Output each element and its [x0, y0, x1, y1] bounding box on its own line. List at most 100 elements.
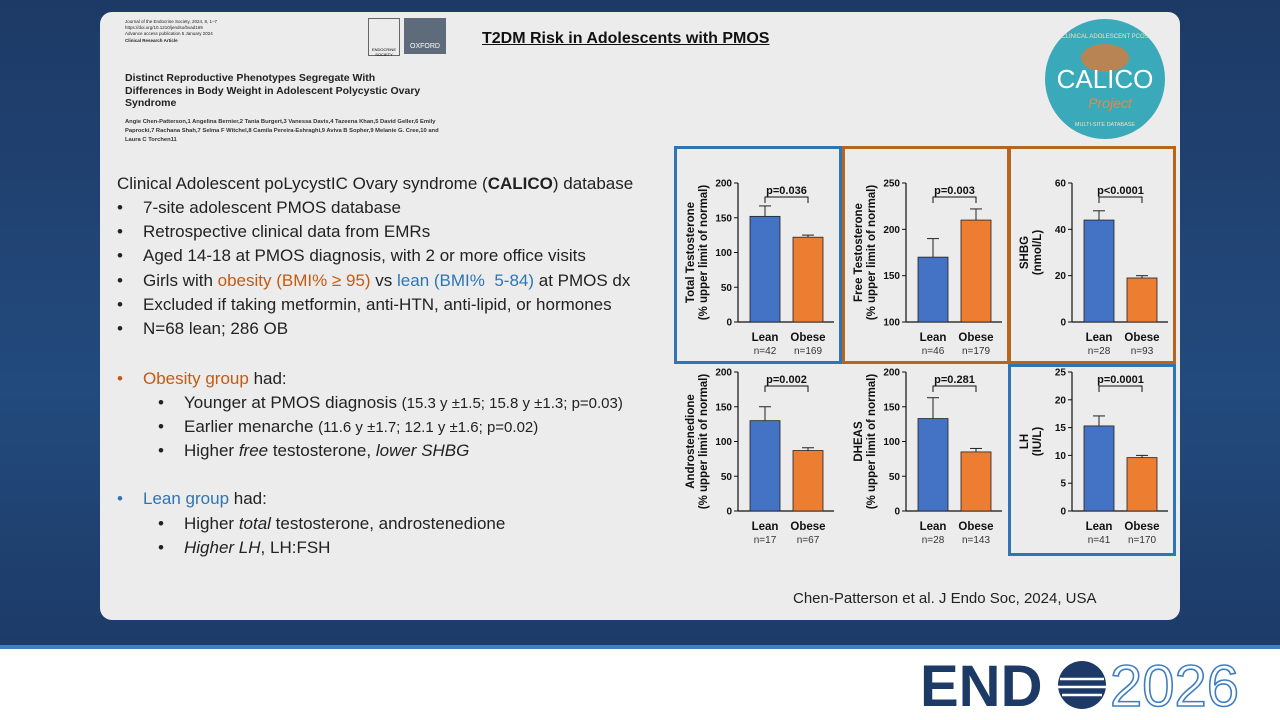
- article-type: Clinical Research Article: [125, 38, 178, 43]
- y-axis-label: (nmol/L): [1032, 230, 1044, 276]
- text: had:: [248, 369, 287, 388]
- text: Clinical Adolescent poLycystIC Ovary syn…: [117, 174, 488, 193]
- y-tick-label: 150: [883, 271, 900, 282]
- publisher-logo: OXFORD: [404, 18, 446, 54]
- chart-frame: [1008, 364, 1176, 556]
- x-tick-label: Lean: [752, 332, 779, 344]
- sub-bullet: Earlier menarche (11.6 y ±1.7; 12.1 y ±1…: [158, 417, 538, 438]
- y-tick-label: 0: [726, 318, 732, 329]
- n-label: n=28: [922, 535, 945, 546]
- bullet: Aged 14-18 at PMOS diagnosis, with 2 or …: [117, 246, 586, 266]
- brand-right: 2026: [1110, 655, 1239, 715]
- citation: Chen-Patterson et al. J Endo Soc, 2024, …: [793, 590, 1097, 607]
- y-tick-label: 0: [1060, 318, 1066, 329]
- x-tick-label: Obese: [1124, 332, 1159, 344]
- n-label: n=169: [794, 346, 823, 357]
- x-tick-label: Lean: [1086, 521, 1113, 533]
- n-label: n=46: [922, 346, 945, 357]
- bullet: 7-site adolescent PMOS database: [117, 198, 401, 218]
- n-label: n=93: [1131, 346, 1154, 357]
- brand-globe-lines: [1058, 677, 1106, 697]
- y-tick-label: 20: [1055, 271, 1067, 282]
- text: total: [238, 514, 271, 533]
- bracket: [764, 196, 809, 203]
- y-tick-label: 5: [1060, 479, 1066, 490]
- y-axis-label: (% upper limit of normal): [866, 374, 878, 510]
- bracket: [1098, 196, 1143, 203]
- logo-circle: [1045, 19, 1165, 139]
- text: Earlier menarche: [184, 417, 319, 436]
- paper-title: Distinct Reproductive Phenotypes Segrega…: [125, 72, 421, 109]
- p-value: p<0.0001: [1097, 185, 1144, 197]
- y-tick-label: 150: [715, 213, 732, 224]
- y-tick-label: 60: [1055, 179, 1067, 190]
- paper-authors: Angie Chen-Patterson,1 Angelina Bernier,…: [125, 119, 439, 143]
- y-tick-label: 100: [715, 248, 732, 259]
- x-tick-label: Obese: [958, 521, 993, 533]
- text: vs: [370, 271, 398, 290]
- bracket: [764, 385, 809, 392]
- x-tick-label: Lean: [752, 521, 779, 533]
- y-tick-label: 0: [894, 507, 900, 518]
- x-tick-label: Lean: [920, 521, 947, 533]
- text: at PMOS dx: [534, 271, 631, 290]
- bar: [792, 236, 824, 323]
- p-value: p=0.0001: [1097, 374, 1144, 386]
- n-label: n=170: [1128, 535, 1157, 546]
- text: ) database: [552, 174, 634, 193]
- y-tick-label: 100: [883, 318, 900, 329]
- y-tick-label: 200: [715, 179, 732, 190]
- y-tick-label: 200: [883, 225, 900, 236]
- chart-frame: [674, 146, 842, 364]
- bar: [917, 418, 949, 512]
- y-axis-label: (% upper limit of normal): [698, 374, 710, 510]
- text: Girls with: [143, 271, 218, 290]
- bar: [1083, 219, 1115, 323]
- y-tick-label: 150: [883, 402, 900, 413]
- text: , LH:FSH: [260, 538, 331, 557]
- bar: [1126, 457, 1158, 512]
- y-tick-label: 25: [1055, 368, 1067, 379]
- x-tick-label: Lean: [1086, 332, 1113, 344]
- slide-title: T2DM Risk in Adolescents with PMOS: [482, 30, 770, 47]
- bar: [917, 256, 949, 323]
- n-label: n=17: [754, 535, 777, 546]
- text: Younger at PMOS diagnosis: [184, 393, 402, 412]
- logo-name: CALICO: [1057, 64, 1154, 94]
- text: testosterone, androstenedione: [270, 514, 506, 533]
- n-label: n=42: [754, 346, 777, 357]
- bracket: [932, 385, 977, 392]
- text: testosterone,: [268, 441, 376, 460]
- x-tick-label: Lean: [920, 332, 947, 344]
- text: CALICO: [487, 174, 553, 193]
- x-tick-label: Obese: [790, 332, 825, 344]
- y-tick-label: 200: [715, 368, 732, 379]
- y-tick-label: 40: [1055, 225, 1067, 236]
- charts: Total Testosterone (% upper limit of norm…: [674, 146, 1176, 556]
- journal: Journal of the Endocrine Society, 2024, …: [125, 19, 217, 24]
- y-tick-label: 0: [1060, 507, 1066, 518]
- text: (15.3 y ±1.5; 15.8 y ±1.3; p=0.03): [401, 395, 623, 412]
- n-label: n=143: [962, 535, 991, 546]
- doi: https://doi.org/10.1210/jendso/bvad169: [125, 25, 203, 30]
- n-label: n=41: [1088, 535, 1111, 546]
- bullet: Retrospective clinical data from EMRs: [117, 222, 430, 242]
- text: obesity (BMI% ≥ 95): [217, 271, 371, 290]
- y-axis-label: (IU/L): [1032, 427, 1044, 457]
- bar: [749, 420, 781, 512]
- y-tick-label: 200: [883, 368, 900, 379]
- sub-bullet: Younger at PMOS diagnosis (15.3 y ±1.5; …: [158, 393, 623, 414]
- x-tick-label: Obese: [1124, 521, 1159, 533]
- y-tick-label: 50: [889, 472, 901, 483]
- bracket: [1098, 385, 1143, 392]
- text: lean (BMI% 5-84): [397, 271, 535, 290]
- intro: Clinical Adolescent poLycystIC Ovary syn…: [117, 174, 633, 194]
- logo-bottom: MULTI-SITE DATABASE: [1075, 122, 1136, 128]
- n-label: n=179: [962, 346, 991, 357]
- y-axis-label: SHBG: [1019, 236, 1031, 269]
- y-axis-label: DHEAS: [853, 421, 865, 462]
- y-axis-label: (% upper limit of normal): [866, 185, 878, 321]
- text: free: [238, 441, 269, 460]
- advance: Advance access publication 5 January 202…: [125, 31, 213, 36]
- y-axis-label: (% upper limit of normal): [698, 185, 710, 321]
